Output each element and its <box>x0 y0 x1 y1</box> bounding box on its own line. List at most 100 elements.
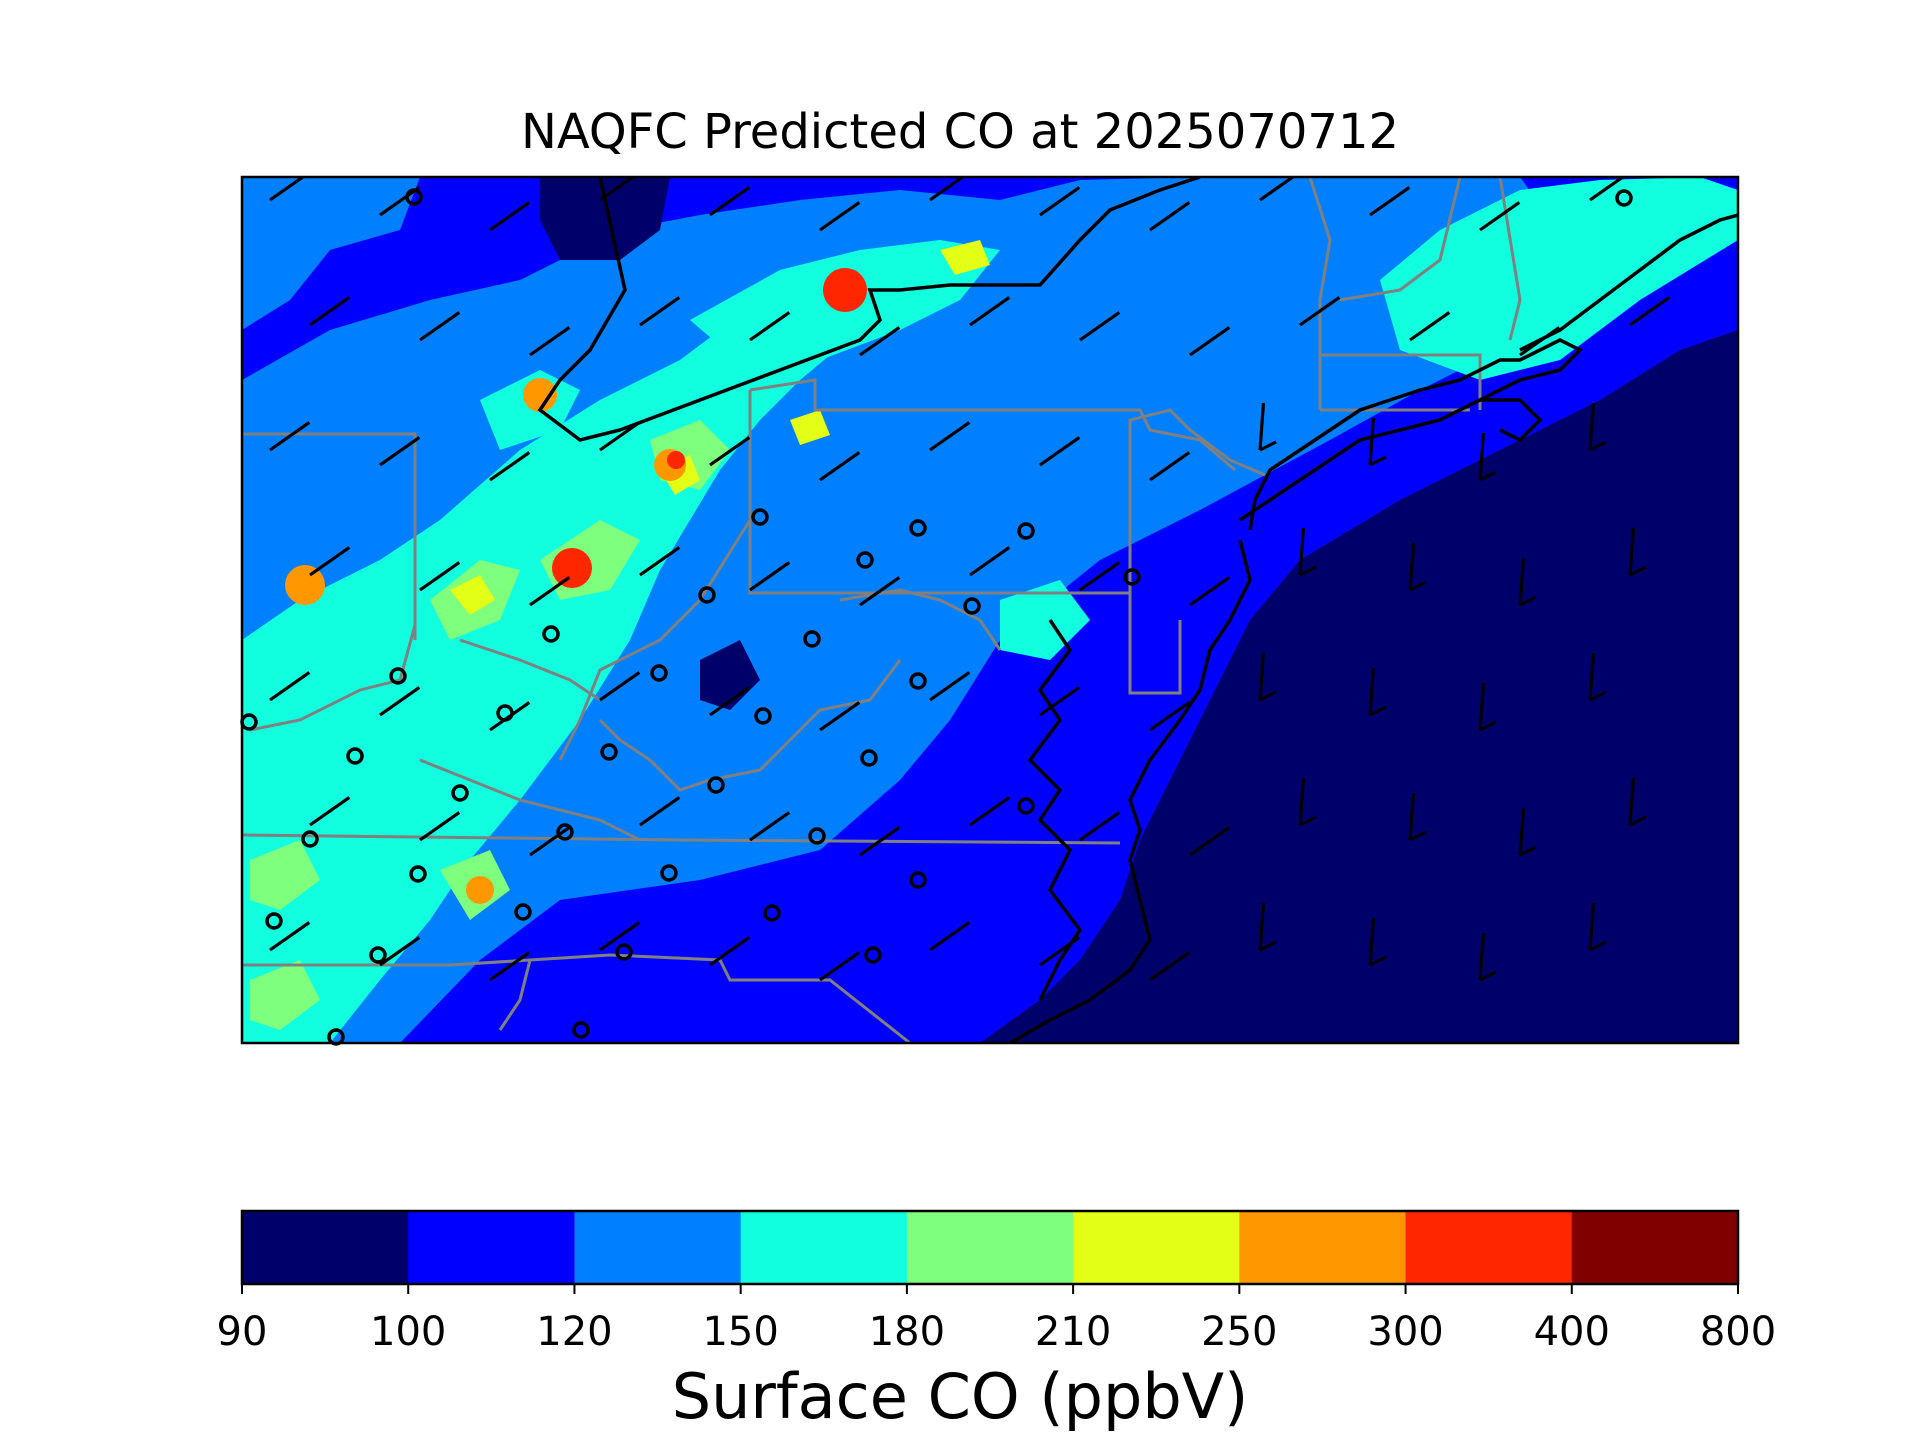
co-hotspot-red-b <box>552 548 592 588</box>
wind-barb <box>1298 527 1317 577</box>
wind-barb <box>819 951 861 982</box>
station-marker <box>909 672 927 690</box>
colorbar-tick-label: 300 <box>1367 1309 1443 1355</box>
wind-barb <box>929 671 971 702</box>
wind-barb <box>599 671 641 702</box>
wind-barb <box>1189 826 1231 857</box>
wind-barb <box>1588 402 1607 452</box>
colorbar-ticks: 90 100 120 150 180 210 250 300 400 800 <box>217 1284 1776 1355</box>
wind-barb <box>859 826 901 857</box>
co-region-210-250-c <box>940 240 990 275</box>
station-marker <box>405 188 423 206</box>
co-region-150-180-band <box>242 260 900 1043</box>
co-hotspot-red-c <box>667 451 685 469</box>
co-region-180-210-d <box>250 840 320 910</box>
wind-barb <box>1628 777 1647 827</box>
co-region-180-210-f <box>250 960 320 1030</box>
station-marker <box>698 586 716 604</box>
co-region-120-150-northwest <box>242 177 420 330</box>
wind-barb <box>1079 311 1121 342</box>
wind-barb <box>1298 777 1317 827</box>
station-marker <box>1017 522 1035 540</box>
colorbar-label: Surface CO (ppbV) <box>671 1360 1249 1433</box>
wind-barb <box>639 296 681 327</box>
wind-barb <box>1478 682 1497 732</box>
colorbar-tick-label: 180 <box>869 1309 945 1355</box>
station-marker <box>763 904 781 922</box>
wind-barb <box>269 921 311 952</box>
wind-barb <box>1478 932 1497 982</box>
wind-barb <box>1258 902 1277 952</box>
wind-barb <box>969 296 1011 327</box>
wind-barb <box>1149 951 1191 982</box>
colorbar-segment <box>1239 1211 1407 1284</box>
co-region-90-100-ocean <box>980 330 1738 1043</box>
co-region-150-180-newengland <box>1380 177 1738 380</box>
wind-barb <box>379 686 421 717</box>
wind-barb <box>1408 542 1427 592</box>
wind-barb <box>1149 451 1191 482</box>
station-marker <box>909 871 927 889</box>
wind-barb <box>819 451 861 482</box>
station-marker <box>864 946 882 964</box>
station-marker <box>909 519 927 537</box>
co-region-90-100-inland <box>700 640 760 710</box>
wind-barb <box>709 936 751 967</box>
wind-barb <box>709 186 751 217</box>
wind-barb <box>1408 792 1427 842</box>
station-marker <box>856 551 874 569</box>
station-marker <box>514 903 532 921</box>
wind-barb <box>1189 576 1231 607</box>
wind-barb <box>1368 917 1387 967</box>
wind-barb <box>1368 417 1387 467</box>
wind-barb <box>309 546 351 577</box>
station-marker <box>409 865 427 883</box>
wind-barb <box>709 436 751 467</box>
colorbar-segment <box>242 1211 409 1284</box>
wind-barb <box>1478 432 1497 482</box>
wind-barb <box>749 811 791 842</box>
wind-barb <box>489 201 531 232</box>
wind-barb <box>819 701 861 732</box>
chart-title: NAQFC Predicted CO at 2025070712 <box>520 104 1400 160</box>
station-marker <box>615 943 633 961</box>
wind-barb <box>529 576 571 607</box>
colorbar-tick-label: 120 <box>536 1309 612 1355</box>
station-marker <box>346 747 364 765</box>
wind-barb <box>1518 557 1537 607</box>
station-marker <box>369 946 387 964</box>
colorbar-segment <box>408 1211 575 1284</box>
wind-barb <box>859 576 901 607</box>
wind-barb <box>1258 652 1277 702</box>
station-marker <box>660 864 678 882</box>
wind-barb <box>969 796 1011 827</box>
co-hotspot-orange-b <box>523 378 557 412</box>
colorbar-tick-label: 150 <box>702 1309 778 1355</box>
wind-barb <box>1518 807 1537 857</box>
wind-barb <box>419 811 461 842</box>
wind-barb <box>309 296 351 327</box>
colorbar-tick-label: 210 <box>1035 1309 1111 1355</box>
wind-barb <box>819 201 861 232</box>
station-marker <box>751 508 769 526</box>
colorbar-tick-label: 100 <box>370 1309 446 1355</box>
wind-barb <box>529 326 571 357</box>
colorbar-tick-label: 800 <box>1700 1309 1776 1355</box>
co-region-210-250-d <box>790 410 830 445</box>
station-marker <box>1615 189 1633 207</box>
wind-barb <box>379 186 421 217</box>
wind-barb <box>599 421 641 452</box>
co-hotspot-red-a <box>823 268 867 312</box>
co-region-150-180-midatlantic <box>1000 580 1090 660</box>
co-region-90-100-north <box>540 177 670 260</box>
colorbar-segment <box>574 1211 742 1284</box>
station-marker <box>265 912 283 930</box>
station-marker <box>808 827 826 845</box>
wind-barb <box>1258 402 1277 452</box>
wind-barb <box>1368 667 1387 717</box>
wind-barb <box>1479 201 1521 232</box>
co-field <box>242 177 1738 1043</box>
station-marker <box>451 784 469 802</box>
wind-barb <box>599 921 641 952</box>
